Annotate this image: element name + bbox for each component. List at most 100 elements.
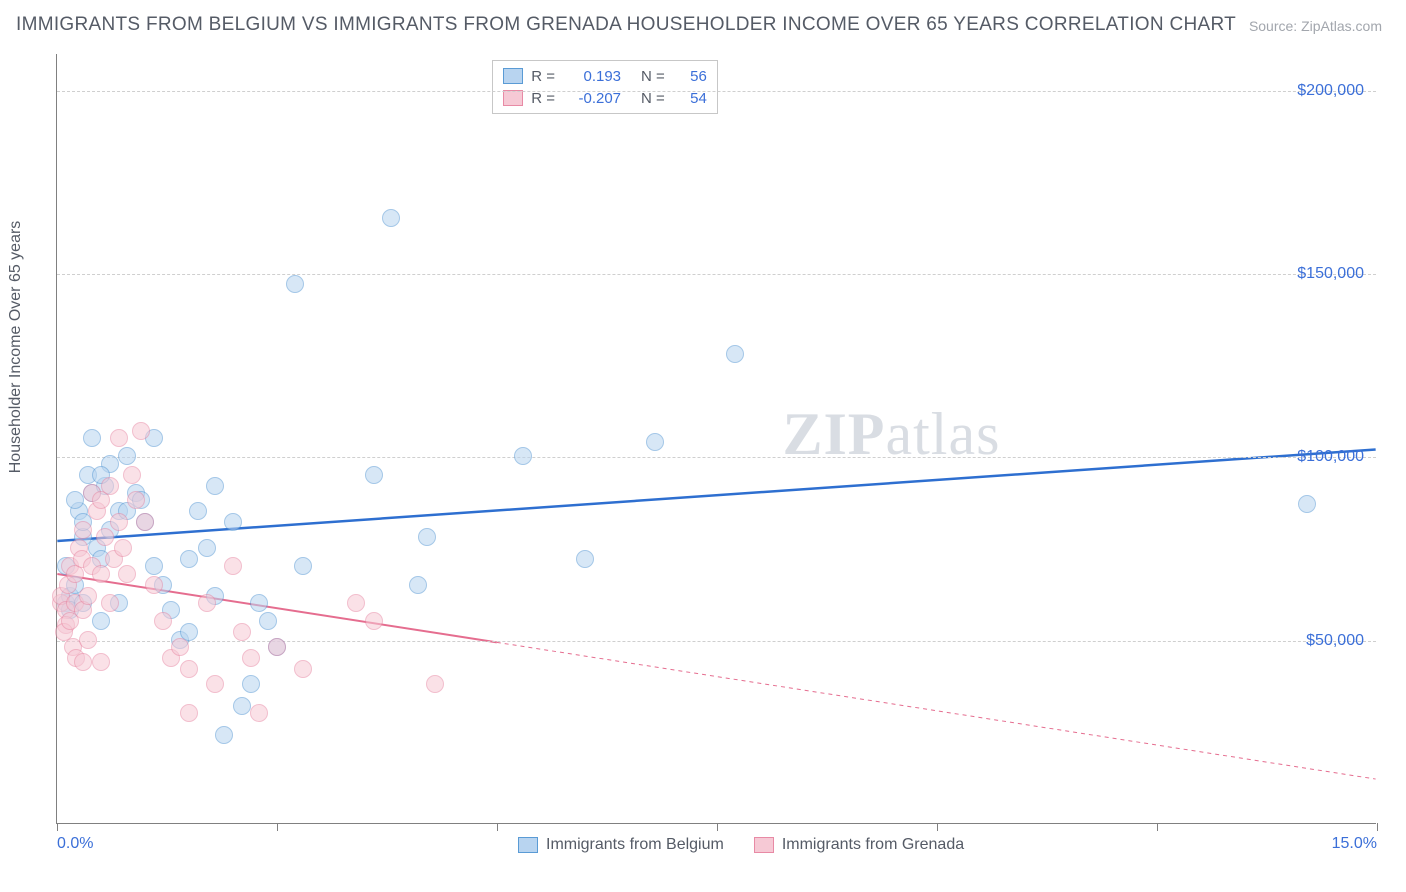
data-point [92, 653, 110, 671]
correlation-legend: R = 0.193 N = 56 R = -0.207 N = 54 [492, 60, 718, 114]
legend-r-value: 0.193 [567, 68, 621, 85]
data-point [286, 275, 304, 293]
legend-r-value: -0.207 [567, 90, 621, 107]
legend-n-value: 56 [677, 68, 707, 85]
legend-n-label: N = [641, 90, 665, 107]
x-tick [717, 823, 718, 831]
data-point [233, 623, 251, 641]
data-point [347, 594, 365, 612]
data-point [576, 550, 594, 568]
y-tick-label: $100,000 [1297, 448, 1364, 466]
scatter-plot: ZIPatlas R =0.193N =56R =-0.207N =54 $50… [56, 54, 1376, 824]
gridline [57, 274, 1376, 275]
y-axis-title: Householder Income Over 65 years [7, 221, 25, 474]
data-point [96, 528, 114, 546]
data-point [259, 612, 277, 630]
data-point [101, 594, 119, 612]
data-point [74, 521, 92, 539]
x-tick [57, 823, 58, 831]
gridline [57, 457, 1376, 458]
data-point [224, 513, 242, 531]
series-name: Immigrants from Grenada [782, 836, 964, 854]
data-point [189, 502, 207, 520]
data-point [206, 477, 224, 495]
gridline [57, 91, 1376, 92]
y-tick-label: $200,000 [1297, 82, 1364, 100]
trend-line [57, 449, 1375, 541]
data-point [418, 528, 436, 546]
legend-r-label: R = [531, 68, 555, 85]
series-legend: Immigrants from Belgium Immigrants from G… [518, 836, 964, 854]
data-point [145, 557, 163, 575]
data-point [726, 345, 744, 363]
data-point [409, 576, 427, 594]
data-point [171, 638, 189, 656]
data-point [101, 477, 119, 495]
data-point [123, 466, 141, 484]
data-point [110, 513, 128, 531]
series-legend-item: Immigrants from Belgium [518, 836, 724, 854]
data-point [154, 612, 172, 630]
data-point [1298, 495, 1316, 513]
data-point [250, 704, 268, 722]
chart-title: IMMIGRANTS FROM BELGIUM VS IMMIGRANTS FR… [16, 14, 1236, 36]
data-point [294, 557, 312, 575]
data-point [514, 447, 532, 465]
trend-line-dashed [497, 642, 1376, 779]
data-point [365, 466, 383, 484]
legend-swatch [518, 837, 538, 853]
data-point [118, 447, 136, 465]
x-tick-label: 0.0% [57, 835, 93, 853]
data-point [233, 697, 251, 715]
legend-swatch [503, 90, 523, 106]
data-point [92, 565, 110, 583]
data-point [79, 631, 97, 649]
data-point [132, 422, 150, 440]
data-point [382, 209, 400, 227]
x-tick [277, 823, 278, 831]
legend-r-label: R = [531, 90, 555, 107]
legend-n-label: N = [641, 68, 665, 85]
data-point [206, 675, 224, 693]
x-tick-label: 15.0% [1332, 835, 1377, 853]
y-tick-label: $50,000 [1306, 632, 1364, 650]
x-tick [497, 823, 498, 831]
y-tick-label: $150,000 [1297, 265, 1364, 283]
data-point [198, 594, 216, 612]
data-point [646, 433, 664, 451]
data-point [198, 539, 216, 557]
data-point [66, 491, 84, 509]
data-point [242, 649, 260, 667]
data-point [79, 587, 97, 605]
data-point [294, 660, 312, 678]
data-point [426, 675, 444, 693]
data-point [180, 550, 198, 568]
data-point [74, 653, 92, 671]
data-point [365, 612, 383, 630]
data-point [110, 429, 128, 447]
data-point [180, 704, 198, 722]
data-point [268, 638, 286, 656]
data-point [114, 539, 132, 557]
data-point [92, 612, 110, 630]
source-label: Source: ZipAtlas.com [1249, 18, 1382, 34]
data-point [215, 726, 233, 744]
series-legend-item: Immigrants from Grenada [754, 836, 964, 854]
data-point [136, 513, 154, 531]
data-point [83, 429, 101, 447]
legend-swatch [754, 837, 774, 853]
x-tick [1377, 823, 1378, 831]
data-point [250, 594, 268, 612]
data-point [127, 491, 145, 509]
x-tick [1157, 823, 1158, 831]
data-point [145, 576, 163, 594]
legend-row: R = 0.193 N = 56 [503, 65, 707, 87]
data-point [118, 565, 136, 583]
data-point [224, 557, 242, 575]
x-tick [937, 823, 938, 831]
legend-n-value: 54 [677, 90, 707, 107]
gridline [57, 641, 1376, 642]
legend-swatch [503, 68, 523, 84]
chart-area: Householder Income Over 65 years ZIPatla… [56, 54, 1376, 824]
data-point [242, 675, 260, 693]
